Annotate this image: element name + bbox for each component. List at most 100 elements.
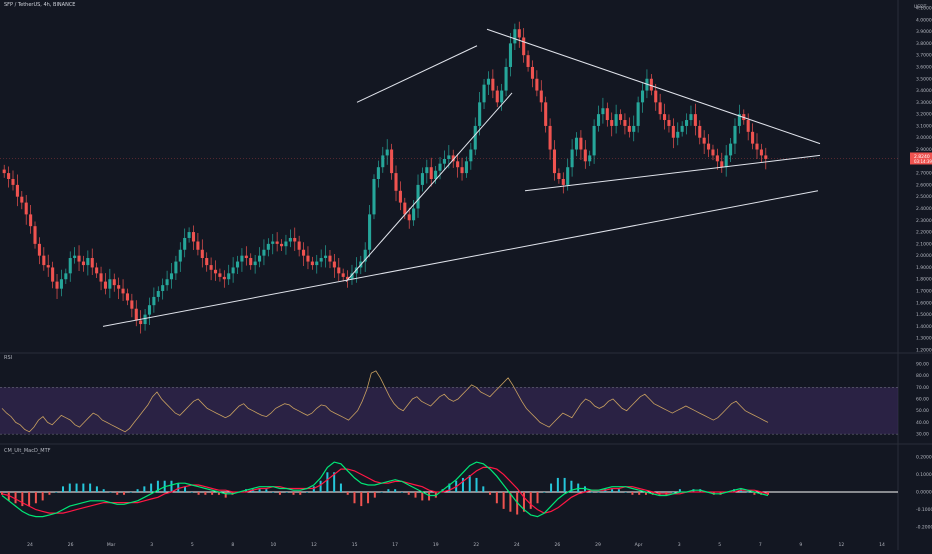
candle-body — [403, 202, 407, 215]
candle-body — [759, 149, 763, 156]
candle-body — [209, 265, 213, 270]
candle-body — [328, 255, 332, 262]
candle-body — [271, 241, 275, 244]
macd-histogram-bar — [68, 483, 71, 492]
price-tick-label: 3.7000 — [916, 53, 932, 59]
candle-body — [244, 255, 248, 259]
candle-body — [618, 114, 623, 121]
macd-histogram-bar — [333, 472, 336, 492]
candle-body — [451, 155, 455, 162]
macd-histogram-bar — [177, 483, 180, 492]
rsi-tick-label: 60.00 — [916, 397, 929, 403]
macd-histogram-bar — [55, 492, 58, 493]
candle-body — [693, 114, 697, 126]
candle-body — [29, 214, 33, 227]
macd-histogram-bar — [522, 492, 525, 512]
macd-tick-label: -0.1000 — [916, 507, 932, 513]
time-axis-label: 22 — [473, 542, 479, 548]
price-tick-label: 2.6000 — [916, 182, 932, 188]
candle-body — [517, 29, 521, 38]
price-tick-label: 1.5000 — [916, 312, 932, 318]
macd-histogram-bar — [353, 492, 356, 504]
candle-body — [227, 273, 231, 280]
candle-body — [332, 261, 336, 268]
macd-histogram-bar — [583, 486, 586, 492]
rsi-tick-label: 90.00 — [916, 361, 929, 367]
macd-histogram-bar — [190, 492, 193, 493]
macd-histogram-bar — [746, 492, 749, 493]
macd-histogram-bar — [678, 489, 681, 492]
candle-body — [7, 173, 11, 179]
macd-histogram-bar — [28, 492, 31, 507]
candle-body — [482, 84, 486, 103]
candle-body — [548, 125, 552, 150]
candle-body — [55, 281, 59, 289]
rsi-line — [1, 370, 769, 433]
time-axis-label: 24 — [27, 542, 33, 548]
candle-body — [178, 249, 182, 262]
candle-body — [724, 155, 728, 168]
candle-body — [152, 296, 156, 306]
time-axis-label: 3 — [678, 542, 681, 548]
rsi-band — [0, 387, 898, 435]
candle-body — [552, 149, 557, 174]
price-tick-label: 1.2000 — [916, 348, 932, 354]
macd-histogram-bar — [34, 492, 37, 504]
candle-body — [117, 285, 121, 289]
macd-histogram-bar — [414, 492, 417, 498]
trendline-lower-support — [102, 190, 819, 327]
candle-body — [147, 305, 152, 315]
candle-body — [121, 288, 125, 294]
candle-body — [592, 125, 596, 156]
macd-histogram-bar — [468, 475, 471, 492]
macd-histogram-bar — [617, 489, 620, 492]
macd-histogram-bar — [326, 472, 329, 492]
macd-histogram-bar — [224, 492, 227, 498]
time-axis-label: 17 — [392, 542, 398, 548]
price-tick-label: 3.4000 — [916, 88, 932, 94]
candle-body — [222, 276, 226, 280]
candle-body — [134, 308, 138, 321]
macd-histogram-bar — [672, 492, 675, 493]
macd-histogram-bar — [448, 483, 451, 492]
candle-body — [398, 190, 402, 203]
macd-tick-label: 0.1000 — [916, 472, 932, 478]
macd-histogram-bar — [346, 492, 349, 495]
macd-histogram-bar — [380, 492, 383, 493]
candle-body — [583, 149, 587, 162]
candle-body — [764, 155, 768, 159]
candle-body — [284, 241, 288, 247]
candle-body — [614, 114, 618, 126]
macd-histogram-bar — [41, 492, 44, 501]
macd-histogram-bar — [550, 483, 553, 492]
candle-body — [165, 279, 169, 286]
macd-histogram-bar — [217, 492, 220, 495]
candle-body — [183, 237, 187, 250]
candle-body — [390, 149, 394, 174]
candle-body — [420, 173, 424, 185]
macd-histogram-bar — [184, 486, 187, 492]
candle-body — [231, 267, 235, 274]
candle-body — [407, 214, 411, 221]
candle-body — [213, 269, 218, 274]
candle-body — [302, 249, 306, 256]
candle-body — [640, 90, 645, 103]
macd-histogram-bar — [489, 492, 492, 495]
candle-body — [561, 179, 565, 185]
candle-body — [196, 241, 200, 250]
candle-body — [557, 173, 561, 179]
price-tick-label: 2.7000 — [916, 171, 932, 177]
macd-histogram-bar — [543, 492, 546, 493]
candle-body — [257, 255, 262, 262]
candle-body — [539, 90, 543, 103]
candle-body — [601, 108, 605, 115]
macd-histogram-bar — [102, 489, 105, 492]
time-axis-label: 19 — [433, 542, 439, 548]
candle-body — [442, 158, 446, 164]
trendline-channel-lower — [345, 92, 513, 282]
candle-body — [315, 261, 319, 266]
candle-body — [337, 267, 341, 274]
trendline-triangle-lower — [524, 154, 821, 192]
price-tick-label: 2.4000 — [916, 206, 932, 212]
